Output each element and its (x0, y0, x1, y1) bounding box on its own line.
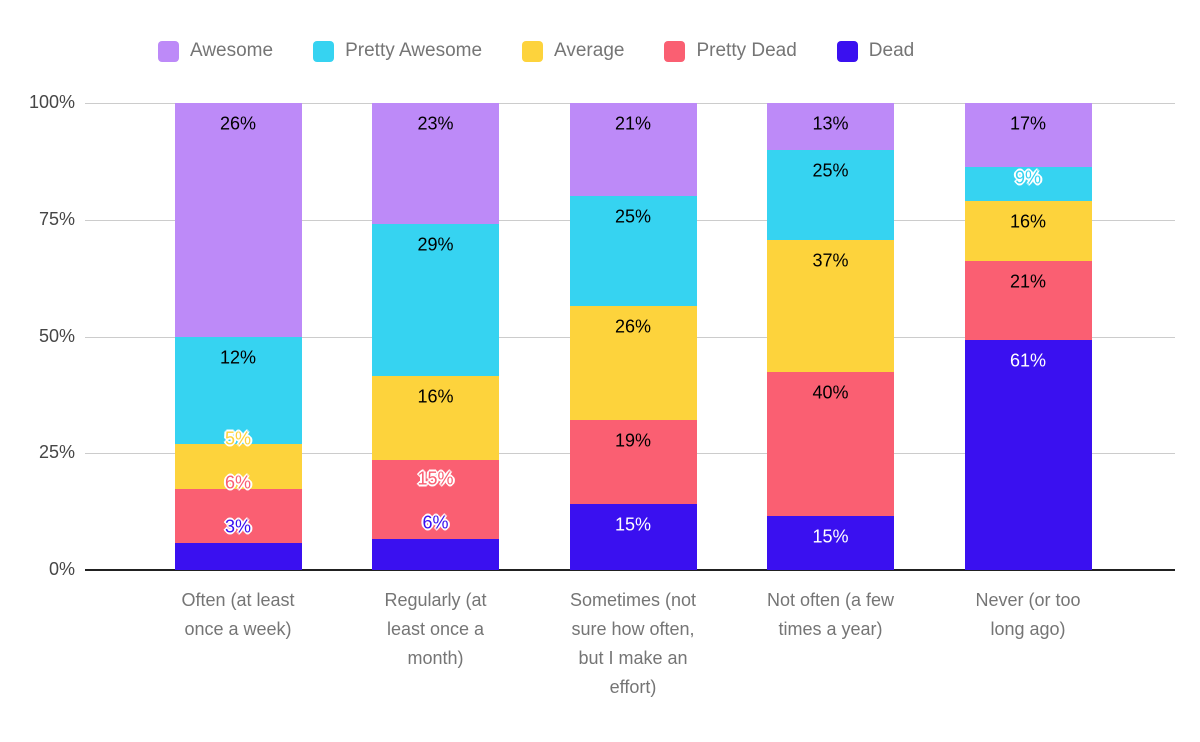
y-axis-tick-label: 100% (28, 92, 75, 112)
bar-segment-awesome (964, 103, 1092, 168)
bar-segment-pretty-dead (767, 372, 894, 517)
legend-swatch-awesome-icon (158, 40, 179, 62)
y-axis-tick-label: 25% (38, 442, 75, 463)
bar-segment-average (372, 375, 499, 460)
legend-label-pretty-dead: Pretty Dead (696, 40, 797, 61)
bar-segment-awesome (767, 103, 894, 150)
bar-column-3: 15% 19% 26% 25% 21% (569, 103, 697, 570)
bar-segment-average (964, 200, 1092, 262)
legend-label-average: Average (554, 40, 625, 61)
y-axis-tick-label: 50% (38, 325, 75, 346)
bar-column-2: 6% 15% 16% 29% 23% (372, 103, 499, 570)
legend-item-average: Average (522, 40, 624, 62)
bar-column-5: 61% 21% 16% 9% 17% (964, 103, 1092, 570)
bar-column-1: 3% 6% 5% 12% 26% (174, 103, 302, 570)
legend-item-pretty-awesome: Pretty Awesome (313, 40, 482, 62)
legend-swatch-dead-icon (836, 40, 858, 62)
legend-item-pretty-dead: Pretty Dead (664, 40, 797, 62)
bar-segment-dead (569, 503, 697, 570)
bar-segment-dead (767, 516, 894, 570)
bar-segment-pretty-awesome (964, 167, 1092, 201)
y-axis-tick-label: 0% (48, 559, 75, 579)
bar-segment-awesome (372, 103, 499, 224)
bar-segment-awesome (569, 103, 697, 196)
x-axis-category-label: Regularly (at least once a month) (384, 590, 487, 668)
legend-label-awesome: Awesome (190, 40, 274, 61)
bar-segment-pretty-awesome (767, 149, 894, 240)
bar-segment-pretty-dead (569, 420, 697, 504)
bar-segment-pretty-dead (174, 489, 302, 544)
bar-segment-pretty-dead (964, 261, 1092, 341)
bar-segment-dead (174, 543, 302, 570)
legend-label-pretty-awesome: Pretty Awesome (345, 40, 483, 61)
legend-label-dead: Dead (868, 40, 915, 61)
bar-segment-dead (964, 340, 1092, 570)
y-axis-tick-label: 75% (38, 208, 75, 229)
gridline-0 (85, 569, 1175, 571)
x-axis-category-label: Never (or too long ago) (975, 590, 1081, 639)
x-axis-category-label: Not often (a few times a year) (766, 590, 895, 639)
chart-legend: Awesome Pretty Awesome Average Pretty Dead D… (158, 40, 914, 62)
x-axis-category-label: Sometimes (not sure how often, but I mak… (569, 590, 697, 697)
bar-segment-average (174, 444, 302, 490)
bar-segment-pretty-awesome (174, 336, 302, 445)
bar-column-4: 15% 40% 37% 25% 13% (767, 103, 894, 570)
legend-swatch-average-icon (522, 40, 544, 62)
bar-segment-awesome (174, 103, 302, 337)
legend-item-awesome: Awesome (158, 40, 273, 62)
x-axis-category-label: Often (at least once a week) (181, 590, 295, 639)
legend-swatch-pretty-awesome-icon (313, 40, 335, 62)
bar-segment-pretty-awesome (569, 195, 697, 306)
bar-segment-average (569, 305, 697, 421)
bar-segment-average (767, 239, 894, 373)
legend-swatch-pretty-dead-icon (664, 40, 686, 62)
legend-item-dead: Dead (836, 40, 915, 62)
bar-segment-pretty-dead (372, 459, 499, 539)
bar-segment-pretty-awesome (372, 223, 499, 376)
bar-segment-dead (372, 538, 499, 570)
